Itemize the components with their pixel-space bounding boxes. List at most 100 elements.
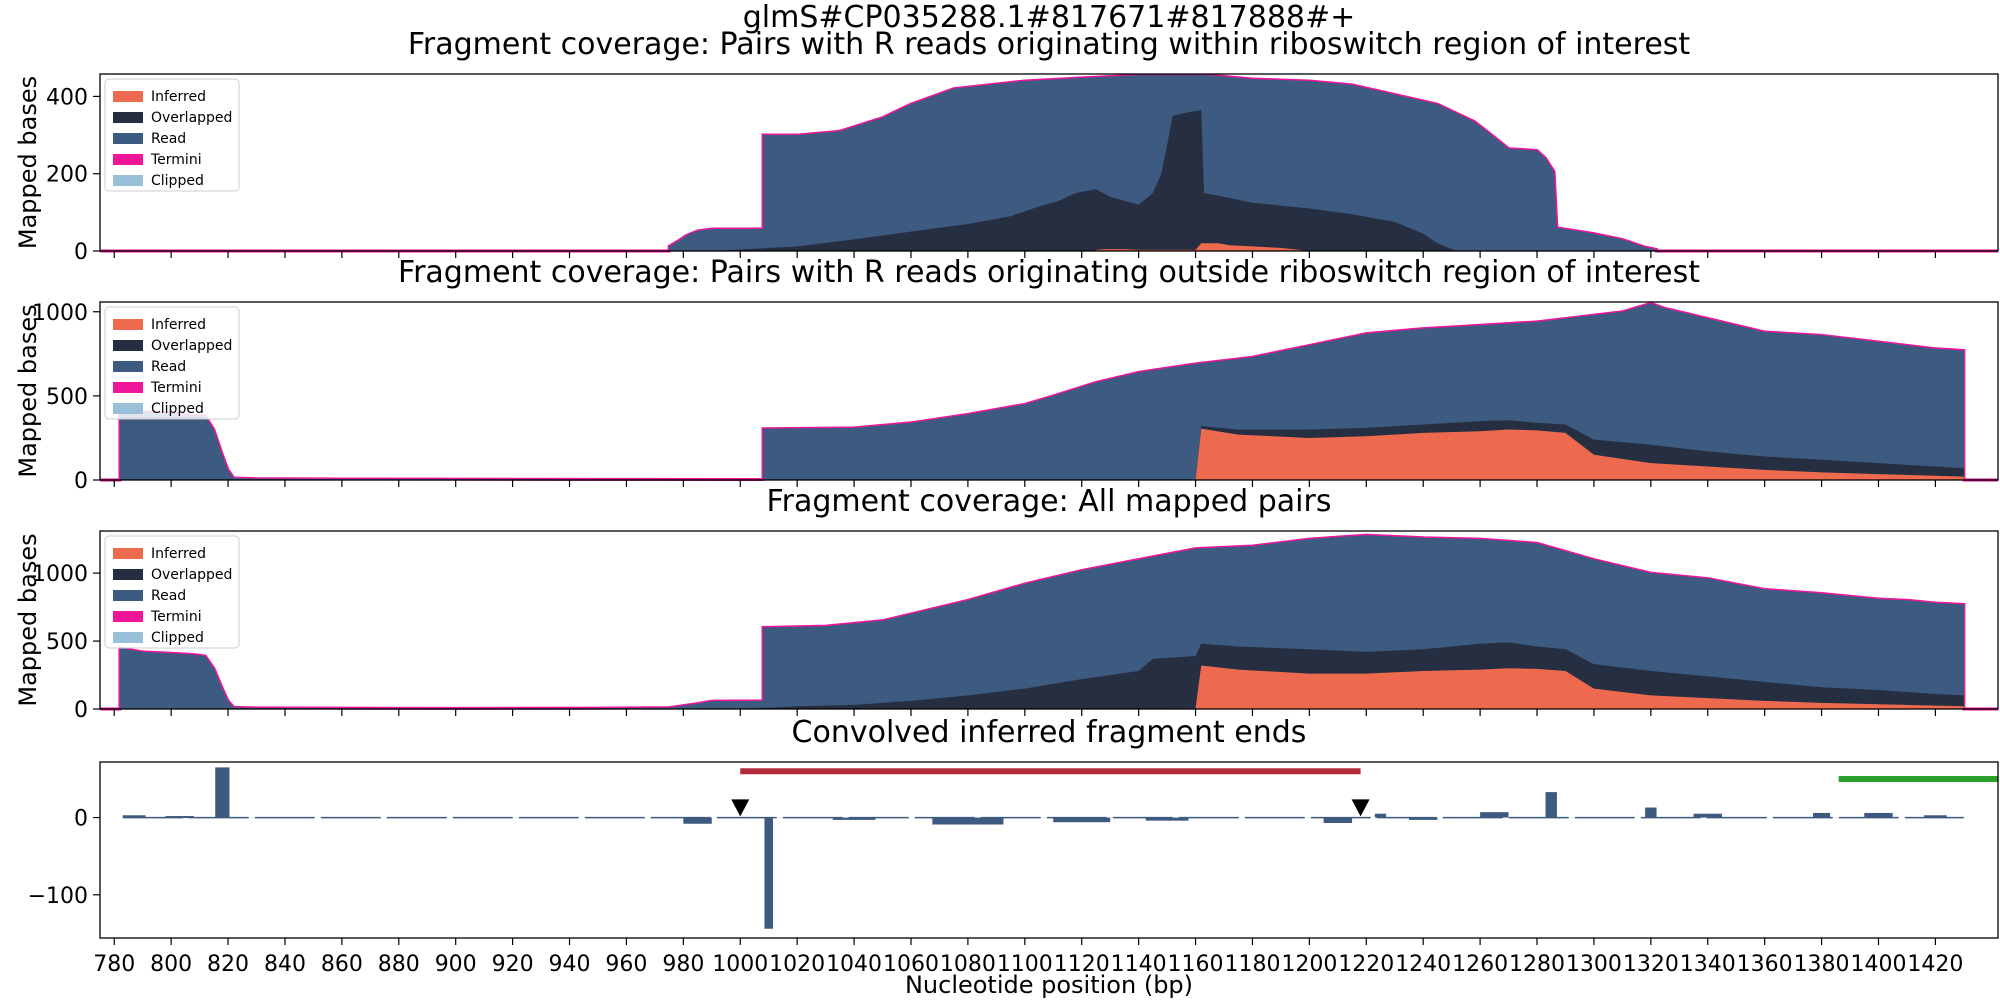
peak-bar-14 bbox=[1645, 807, 1657, 818]
x-tick-label: 1040 bbox=[826, 952, 882, 977]
x-tick-label: 1160 bbox=[1168, 952, 1224, 977]
legend-swatch-termini bbox=[113, 382, 143, 393]
x-tick-label: 900 bbox=[435, 952, 477, 977]
series-inferred-area bbox=[100, 665, 1998, 709]
panel-title: Convolved inferred fragment ends bbox=[792, 715, 1307, 750]
y-tick-label: −100 bbox=[28, 884, 88, 909]
x-tick-label: 1180 bbox=[1224, 952, 1280, 977]
y-axis-label: Mapped bases bbox=[14, 76, 42, 249]
legend-label-overlapped: Overlapped bbox=[151, 338, 232, 354]
axes-frame bbox=[99, 301, 1999, 481]
y-tick-label: 200 bbox=[46, 163, 88, 188]
y-tick-label: 500 bbox=[46, 385, 88, 410]
x-tick-label: 840 bbox=[264, 952, 306, 977]
panel-within: Fragment coverage: Pairs with R reads or… bbox=[14, 27, 1999, 265]
y-tick-label: 1000 bbox=[32, 301, 88, 326]
x-tick-label: 780 bbox=[93, 952, 135, 977]
peak-bar-6 bbox=[932, 817, 1004, 825]
legend-label-read: Read bbox=[151, 588, 186, 604]
x-tick-label: 920 bbox=[492, 952, 534, 977]
legend-label-termini: Termini bbox=[150, 152, 202, 168]
x-tick-label: 1360 bbox=[1737, 952, 1793, 977]
peak-bar-12 bbox=[1480, 812, 1509, 818]
x-tick-label: 1020 bbox=[769, 952, 825, 977]
legend-swatch-clipped bbox=[113, 632, 143, 643]
y-tick-label: 500 bbox=[46, 630, 88, 655]
legend-label-overlapped: Overlapped bbox=[151, 567, 232, 583]
legend-swatch-termini bbox=[113, 611, 143, 622]
panel-title: Fragment coverage: Pairs with R reads or… bbox=[408, 27, 1691, 62]
legend-swatch-read bbox=[113, 590, 143, 601]
legend-label-read: Read bbox=[151, 359, 186, 375]
y-tick-label: 0 bbox=[74, 240, 88, 265]
legend-label-overlapped: Overlapped bbox=[151, 110, 232, 126]
legend-swatch-clipped bbox=[113, 175, 143, 186]
peak-bar-3 bbox=[683, 817, 712, 824]
legend-swatch-termini bbox=[113, 154, 143, 165]
x-tick-label: 980 bbox=[662, 952, 704, 977]
x-tick-label: 960 bbox=[605, 952, 647, 977]
x-tick-label: 1060 bbox=[883, 952, 939, 977]
peak-bar-4 bbox=[764, 817, 773, 929]
peak-bar-15 bbox=[1693, 813, 1722, 818]
panel-outside: Fragment coverage: Pairs with R reads or… bbox=[14, 255, 1999, 494]
x-tick-label: 1340 bbox=[1680, 952, 1736, 977]
y-tick-label: 400 bbox=[46, 85, 88, 110]
legend-swatch-inferred bbox=[113, 91, 143, 102]
x-tick-label: 940 bbox=[549, 952, 591, 977]
legend-swatch-read bbox=[113, 361, 143, 372]
x-tick-label: 1300 bbox=[1566, 952, 1622, 977]
legend: Inferred Overlapped Read Termini Clipped bbox=[104, 535, 240, 649]
peak-bar-10 bbox=[1374, 813, 1387, 818]
peak-bar-13 bbox=[1545, 792, 1557, 818]
axes-frame bbox=[99, 761, 1999, 939]
x-tick-label: 1000 bbox=[712, 952, 768, 977]
peak-bar-18 bbox=[1924, 815, 1947, 818]
peak-bar-8 bbox=[1145, 817, 1189, 821]
x-tick-label: 1120 bbox=[1054, 952, 1110, 977]
peak-bar-11 bbox=[1408, 817, 1438, 820]
x-tick-label: 1080 bbox=[940, 952, 996, 977]
legend-label-termini: Termini bbox=[150, 609, 202, 625]
x-tick-label: 1260 bbox=[1452, 952, 1508, 977]
legend-label-read: Read bbox=[151, 131, 186, 147]
legend-label-clipped: Clipped bbox=[151, 401, 204, 417]
boundary-marker-1 bbox=[1351, 799, 1370, 817]
legend-label-clipped: Clipped bbox=[151, 630, 204, 646]
peak-bar-2 bbox=[215, 767, 230, 818]
x-tick-label: 1100 bbox=[997, 952, 1053, 977]
series-overlapped-area bbox=[100, 109, 1998, 252]
peak-bar-7 bbox=[1053, 817, 1111, 823]
figure-suptitle: glmS#CP035288.1#817671#817888#+ bbox=[743, 0, 1356, 35]
legend-swatch-overlapped bbox=[113, 340, 143, 351]
y-tick-label: 0 bbox=[74, 698, 88, 723]
legend-label-inferred: Inferred bbox=[151, 317, 206, 333]
boundary-marker-0 bbox=[731, 799, 750, 817]
x-tick-label: 1140 bbox=[1111, 952, 1167, 977]
x-tick-label: 1220 bbox=[1338, 952, 1394, 977]
panel-all: Fragment coverage: All mapped pairs Infer… bbox=[14, 484, 1999, 723]
legend-swatch-overlapped bbox=[113, 569, 143, 580]
legend-swatch-inferred bbox=[113, 319, 143, 330]
x-tick-label: 860 bbox=[321, 952, 363, 977]
legend-label-clipped: Clipped bbox=[151, 173, 204, 189]
x-tick-label: 800 bbox=[150, 952, 192, 977]
x-tick-label: 880 bbox=[378, 952, 420, 977]
legend: Inferred Overlapped Read Termini Clipped bbox=[104, 78, 240, 192]
x-axis-label: Nucleotide position (bp) bbox=[905, 971, 1193, 999]
x-tick-label: 1420 bbox=[1907, 952, 1963, 977]
legend-swatch-overlapped bbox=[113, 112, 143, 123]
legend-label-termini: Termini bbox=[150, 380, 202, 396]
x-tick-label: 1200 bbox=[1281, 952, 1337, 977]
legend-swatch-read bbox=[113, 133, 143, 144]
peak-bar-9 bbox=[1323, 817, 1353, 823]
axes-frame bbox=[99, 530, 1999, 710]
x-tick-label: 1280 bbox=[1509, 952, 1565, 977]
y-axis-label: Mapped bases bbox=[14, 304, 42, 477]
x-tick-label: 820 bbox=[207, 952, 249, 977]
series-inferred-area bbox=[100, 428, 1998, 480]
x-tick-label: 1380 bbox=[1794, 952, 1850, 977]
panel-title: Fragment coverage: All mapped pairs bbox=[767, 484, 1332, 519]
y-axis-label: Mapped bases bbox=[14, 533, 42, 706]
